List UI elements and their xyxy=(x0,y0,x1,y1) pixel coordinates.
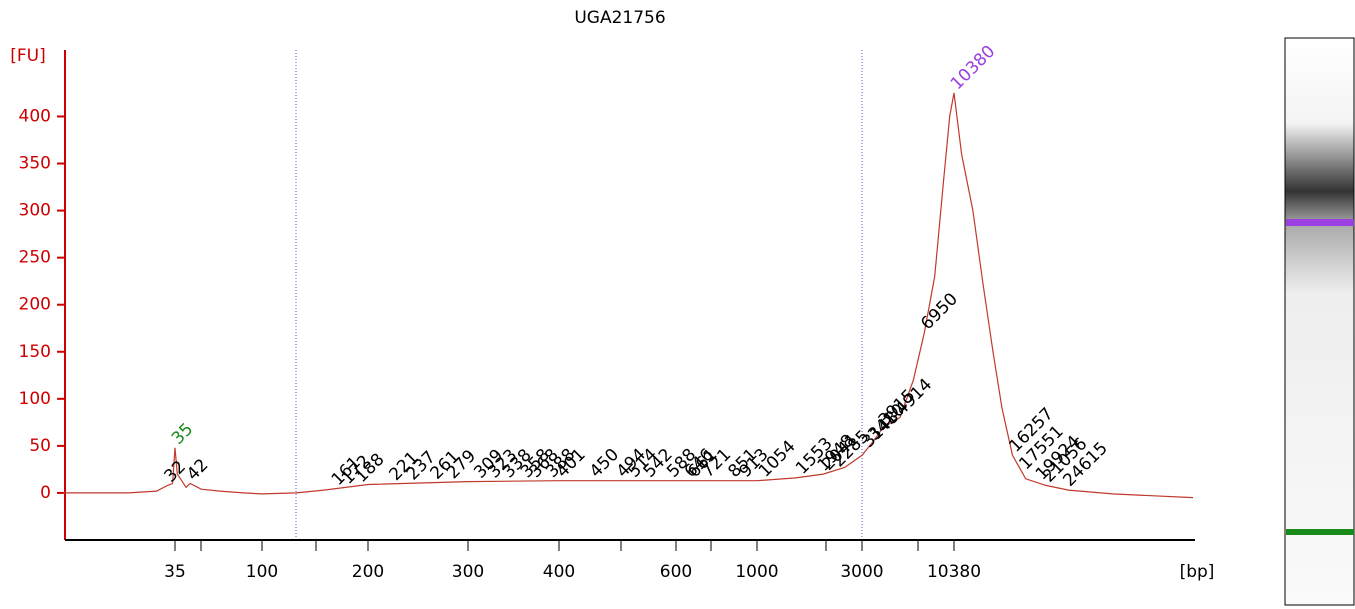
x-tick-label: 10380 xyxy=(927,562,981,582)
x-tick-label: 100 xyxy=(246,562,278,582)
x-tick-label: 1000 xyxy=(735,562,778,582)
y-tick-label: 400 xyxy=(19,106,51,126)
gel-band xyxy=(1286,529,1354,535)
y-tick-label: 200 xyxy=(19,295,51,315)
y-tick-label: 0 xyxy=(40,483,51,503)
chart-title: UGA21756 xyxy=(574,8,665,28)
minor-ticks xyxy=(200,540,919,551)
x-axis-label: [bp] xyxy=(1180,562,1215,582)
x-tick-label: 35 xyxy=(164,562,186,582)
x-tick-label: 600 xyxy=(660,562,692,582)
trace xyxy=(62,92,1194,499)
x-tick-label: 200 xyxy=(352,562,384,582)
y-axis-label: [FU] xyxy=(10,46,46,66)
gel-lane xyxy=(1284,37,1355,606)
x-tick-label: 400 xyxy=(543,562,575,582)
x-tick-label: 300 xyxy=(452,562,484,582)
y-tick-label: 250 xyxy=(19,248,51,268)
peak-label: 6950 xyxy=(917,289,962,334)
y-tick-label: 300 xyxy=(19,201,51,221)
peak-label: 35 xyxy=(168,419,197,448)
y-tick-label: 350 xyxy=(19,154,51,174)
y-tick-label: 150 xyxy=(19,342,51,362)
peak-label: 10380 xyxy=(947,42,999,94)
gel-band xyxy=(1286,219,1354,226)
x-tick-label: 3000 xyxy=(840,562,883,582)
y-tick-label: 100 xyxy=(19,389,51,409)
peak-label: 42 xyxy=(183,455,212,484)
y-tick-label: 50 xyxy=(29,436,51,456)
